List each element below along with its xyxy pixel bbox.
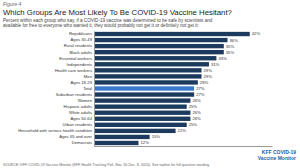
y-axis-line xyxy=(94,32,95,147)
y-tick-label: Ages 65 and over xyxy=(59,134,92,139)
watermark: Vaccine Monitor xyxy=(258,155,296,161)
y-tick-label: Men xyxy=(84,74,93,79)
y-tick-label: Black adults xyxy=(69,50,92,55)
y-tick-label: Household with serious health condition xyxy=(18,128,92,133)
figure-label: Figure 4 xyxy=(3,1,22,7)
y-tick: White adults xyxy=(69,110,92,115)
y-tick-label: Health care workers xyxy=(55,68,92,73)
y-tick-label: Ages 18-29 xyxy=(71,80,93,85)
y-tick: Democrats xyxy=(72,140,92,145)
y-tick: Total xyxy=(83,86,92,91)
y-tick-label: Essential workers xyxy=(59,56,92,61)
value-label: 22% xyxy=(178,128,187,133)
value-label: 25% xyxy=(189,122,198,127)
title: Which Groups Are Most Likely To Be COVID… xyxy=(3,8,233,17)
bar xyxy=(94,141,139,145)
bar xyxy=(94,68,202,72)
y-tick: Ages 30-49 xyxy=(71,37,93,42)
value-label: 27% xyxy=(196,86,205,91)
value-label: 35% xyxy=(226,44,235,49)
y-tick-label: Hispanic adults xyxy=(64,104,92,109)
y-tick: Essential workers xyxy=(59,56,92,61)
y-tick-label: White adults xyxy=(69,110,92,115)
y-tick: Health care workers xyxy=(55,68,92,73)
value-label: 27% xyxy=(196,92,205,97)
value-label: 29% xyxy=(204,68,213,73)
subtitle: Percent within each group who say, if a … xyxy=(3,18,213,29)
y-tick-label: Urban residents xyxy=(62,122,92,127)
bar xyxy=(94,62,209,66)
value-label: 26% xyxy=(192,110,201,115)
x-axis-line xyxy=(95,146,273,147)
y-tick-label: Women xyxy=(78,98,93,103)
y-tick: Republicans xyxy=(69,31,92,36)
value-label: 25% xyxy=(189,104,198,109)
value-label: 26% xyxy=(192,116,201,121)
value-label: 36% xyxy=(230,38,239,43)
y-tick: Suburban residents xyxy=(56,92,92,97)
bar xyxy=(94,104,187,108)
value-label: 31% xyxy=(211,62,220,67)
y-tick: Ages 18-29 xyxy=(71,80,93,85)
y-tick: Women xyxy=(78,98,93,103)
y-tick-label: Democrats xyxy=(72,140,92,145)
bar xyxy=(94,123,187,127)
y-tick-label: Independents xyxy=(67,62,92,67)
y-tick: Men xyxy=(84,74,93,79)
bar xyxy=(94,50,224,54)
bar xyxy=(94,86,194,90)
value-label: 29% xyxy=(204,74,213,79)
value-label: 12% xyxy=(141,140,150,145)
value-label: 33% xyxy=(218,56,227,61)
bar xyxy=(94,92,194,96)
y-tick: Ages 65 and over xyxy=(59,134,92,139)
bar xyxy=(94,44,224,48)
y-tick-label: Rural residents xyxy=(64,43,92,48)
bar xyxy=(94,80,198,84)
bar xyxy=(94,117,190,121)
bar xyxy=(94,32,250,36)
y-tick-label: Suburban residents xyxy=(56,92,92,97)
value-label: 35% xyxy=(226,50,235,55)
value-labels: 42%36%35%35%33%31%29%29%28%27%27%26%25%2… xyxy=(141,31,261,145)
bar xyxy=(94,38,228,42)
y-tick: Ages 50-64 xyxy=(71,116,93,121)
y-axis: RepublicansAges 30-49Rural residents Blac… xyxy=(18,31,94,146)
chart: Figure 4Which Groups Are Most Likely To … xyxy=(0,0,300,168)
source: SOURCE: KFF COVID-19 Vaccine Monitor (KF… xyxy=(3,163,210,167)
bar xyxy=(94,56,216,60)
value-label: 26% xyxy=(192,98,201,103)
y-tick: Household with serious health condition xyxy=(18,128,92,133)
bar xyxy=(94,129,176,133)
y-tick-label: Republicans xyxy=(69,31,92,36)
y-tick: Black adults xyxy=(69,50,92,55)
y-tick-label: Ages 50-64 xyxy=(71,116,93,121)
y-tick: Urban residents xyxy=(62,122,92,127)
value-label: 15% xyxy=(152,134,161,139)
bars xyxy=(94,32,250,145)
value-label: 28% xyxy=(200,80,209,85)
bar xyxy=(94,74,202,78)
y-tick: Independents xyxy=(67,62,92,67)
value-label: 42% xyxy=(252,31,261,36)
bar xyxy=(94,135,150,139)
y-tick-label: Ages 30-49 xyxy=(71,37,93,42)
y-tick-label: Total xyxy=(83,86,92,91)
bar xyxy=(94,98,190,102)
bar xyxy=(94,111,190,115)
y-tick: Rural residents xyxy=(64,43,92,48)
subtitle-line: available for free to everyone who wante… xyxy=(3,23,199,28)
x-axis xyxy=(95,146,273,147)
y-tick: Hispanic adults xyxy=(64,104,92,109)
subtitle-line: Percent within each group who say, if a … xyxy=(3,18,213,23)
